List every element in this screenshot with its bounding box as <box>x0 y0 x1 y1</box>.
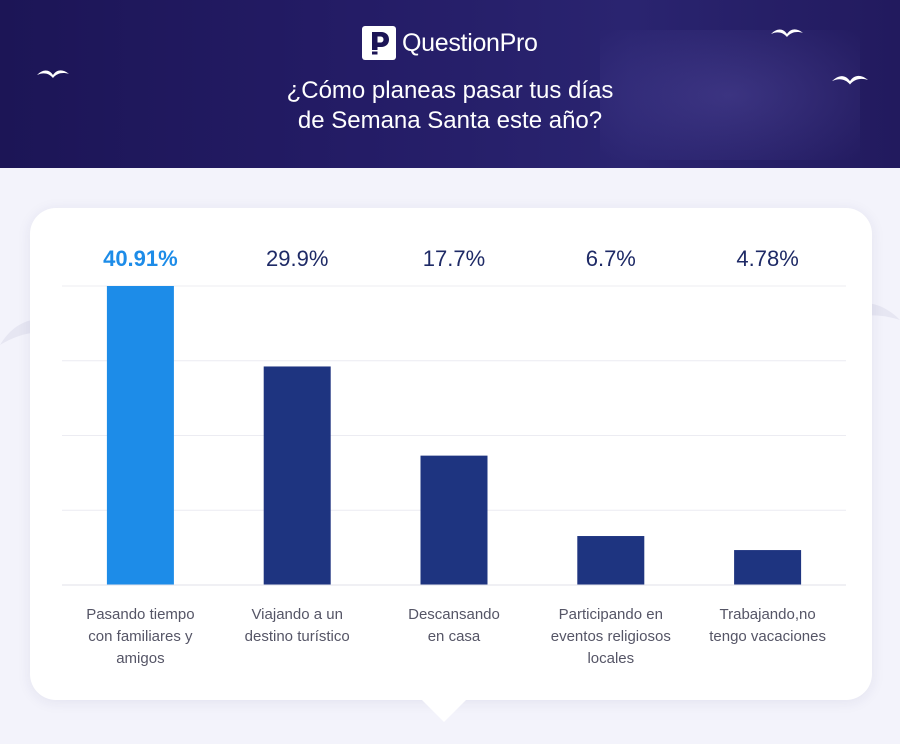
seagull-icon <box>37 70 69 78</box>
title-line-1: ¿Cómo planeas pasar tus días <box>286 77 614 104</box>
page-title: ¿Cómo planeas pasar tus días de Semana S… <box>180 76 720 136</box>
header-glow <box>600 30 860 160</box>
category-label: en casa <box>428 628 481 645</box>
bar <box>734 550 802 585</box>
category-label: destino turístico <box>245 628 350 645</box>
value-label: 40.91% <box>103 246 178 271</box>
category-label: locales <box>587 650 634 667</box>
category-label: tengo vacaciones <box>709 628 826 645</box>
category-label: amigos <box>116 650 164 667</box>
bar <box>577 536 645 585</box>
brand-name: QuestionPro <box>402 28 538 57</box>
header-banner: QuestionPro ¿Cómo planeas pasar tus días… <box>0 0 900 168</box>
questionpro-logo-icon <box>362 26 396 60</box>
brand-logo: QuestionPro <box>362 26 538 60</box>
bar <box>420 455 488 585</box>
value-label: 17.7% <box>423 246 485 271</box>
category-label: Pasando tiempo <box>86 606 194 623</box>
category-label: Participando en <box>559 606 663 623</box>
category-label: Descansando <box>408 606 500 623</box>
value-label: 4.78% <box>736 246 798 271</box>
card-pointer <box>420 698 468 722</box>
bar <box>106 286 174 585</box>
title-line-2: de Semana Santa este año? <box>297 107 603 134</box>
category-label: con familiares y <box>88 628 193 645</box>
value-label: 29.9% <box>266 246 328 271</box>
category-label: Trabajando,no <box>720 606 816 623</box>
seagull-icon <box>832 75 868 85</box>
category-label: eventos religiosos <box>551 628 671 645</box>
value-label: 6.7% <box>586 246 636 271</box>
seagull-icon <box>771 29 803 37</box>
bar <box>263 366 331 585</box>
category-label: Viajando a un <box>251 606 342 623</box>
